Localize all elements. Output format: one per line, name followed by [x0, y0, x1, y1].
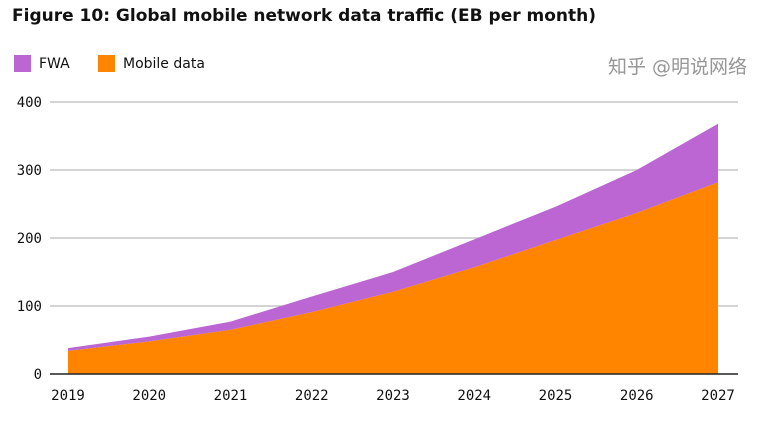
area-mobile-data: [68, 182, 718, 374]
watermark: 知乎 @明说网络: [607, 56, 747, 78]
x-tick-label: 2022: [295, 388, 329, 404]
legend-label-fwa: FWA: [39, 55, 70, 72]
legend-swatch-mobile-data: [98, 55, 115, 72]
legend-item-fwa: FWA: [14, 55, 70, 72]
x-tick-label: 2027: [701, 388, 735, 404]
x-tick-label: 2024: [457, 388, 491, 404]
y-tick-label: 0: [34, 367, 42, 383]
x-tick-label: 2026: [620, 388, 654, 404]
legend-item-mobile-data: Mobile data: [98, 55, 205, 72]
y-tick-label: 100: [17, 299, 42, 315]
y-tick-label: 400: [17, 95, 42, 111]
x-tick-label: 2021: [214, 388, 248, 404]
x-tick-label: 2019: [51, 388, 85, 404]
chart-title: Figure 10: Global mobile network data tr…: [12, 6, 597, 26]
x-tick-label: 2023: [376, 388, 410, 404]
x-tick-label: 2025: [539, 388, 573, 404]
legend-label-mobile-data: Mobile data: [123, 55, 205, 72]
legend-swatch-fwa: [14, 55, 31, 72]
y-tick-label: 300: [17, 163, 42, 179]
x-tick-label: 2020: [132, 388, 166, 404]
y-tick-label: 200: [17, 231, 42, 247]
